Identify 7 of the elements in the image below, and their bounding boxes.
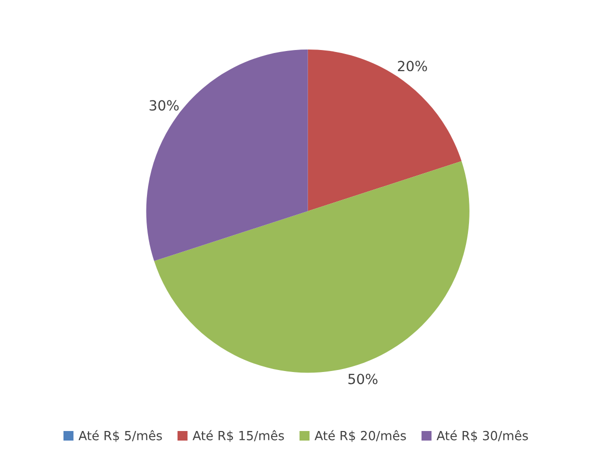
legend-label: Até R$ 15/mês (192, 430, 284, 442)
legend-label: Até R$ 5/mês (78, 430, 162, 442)
legend-label: Até R$ 20/mês (314, 430, 406, 442)
data-label: 50% (348, 374, 378, 384)
legend-label: Até R$ 30/mês (436, 430, 528, 442)
data-label: 20% (398, 60, 428, 72)
data-label: 30% (150, 100, 179, 111)
